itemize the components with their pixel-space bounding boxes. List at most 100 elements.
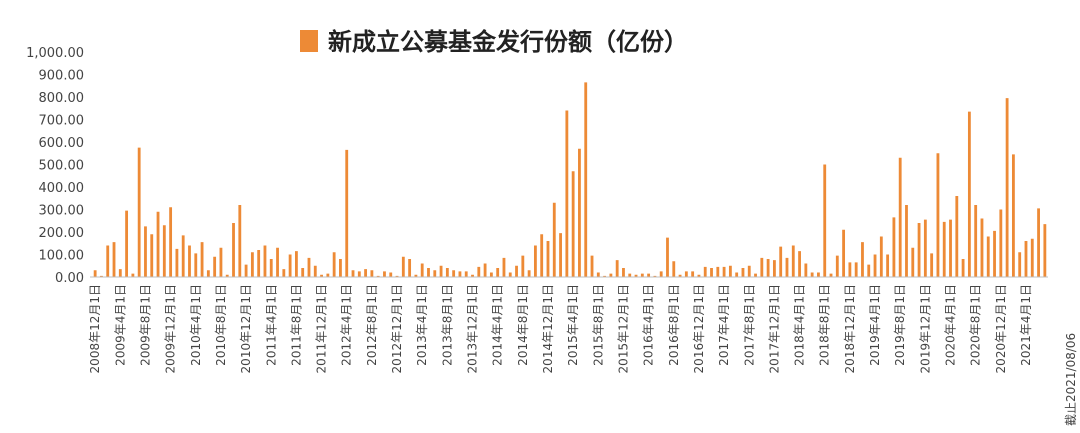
bar <box>131 273 135 278</box>
bar <box>798 251 801 278</box>
bar <box>326 273 330 278</box>
x-tick-label: 2008年12月1日 <box>88 284 102 373</box>
bar <box>898 157 902 277</box>
bar <box>282 269 286 278</box>
bar <box>854 262 858 278</box>
bar <box>867 264 871 278</box>
bar <box>930 253 934 278</box>
bar <box>307 257 311 278</box>
bars <box>93 82 1047 278</box>
y-tick-label: 500.00 <box>39 159 85 174</box>
bar <box>892 217 896 278</box>
legend-swatch <box>300 30 318 52</box>
bar <box>634 274 638 277</box>
bar <box>345 149 349 278</box>
bar <box>697 274 701 277</box>
bar <box>175 248 179 278</box>
bar <box>1024 241 1028 277</box>
bar <box>622 268 625 277</box>
x-tick-label: 2018年8月1日 <box>818 284 832 366</box>
bar <box>823 164 827 277</box>
x-tick-label: 2017年8月1日 <box>742 284 756 366</box>
bar <box>370 270 374 277</box>
bar <box>420 263 424 277</box>
x-tick-label: 2013年8月1日 <box>440 284 454 366</box>
x-tick-label: 2018年4月1日 <box>793 284 807 366</box>
x-tick-label: 2012年12月1日 <box>390 284 404 373</box>
bar <box>521 255 525 278</box>
bar <box>464 271 468 278</box>
bar <box>477 266 481 278</box>
bar <box>471 274 474 277</box>
x-tick-label: 2019年12月1日 <box>918 284 932 373</box>
bar <box>194 253 198 278</box>
bar <box>1005 98 1009 278</box>
bar <box>162 225 166 277</box>
y-tick-label: 900.00 <box>39 69 85 84</box>
bar <box>949 219 952 278</box>
bar <box>728 265 732 277</box>
bar <box>206 270 210 277</box>
bar <box>1018 252 1022 277</box>
bar <box>238 205 242 277</box>
x-tick-label: 2011年8月1日 <box>289 284 303 366</box>
bar <box>647 273 651 278</box>
bar <box>835 255 839 278</box>
bar <box>779 246 783 278</box>
bar <box>810 272 814 277</box>
bar <box>678 274 682 277</box>
bar <box>144 226 147 278</box>
bar <box>515 265 518 277</box>
bar <box>200 242 204 278</box>
bar <box>848 262 852 278</box>
bar <box>905 205 908 277</box>
bar <box>313 265 317 277</box>
bar <box>578 148 581 277</box>
bar <box>527 270 531 277</box>
bar <box>842 229 846 277</box>
bar <box>741 268 745 277</box>
bar <box>804 263 808 277</box>
bar <box>452 270 456 277</box>
chart-title: 新成立公募基金发行份额（亿份） <box>328 28 688 56</box>
bar <box>615 260 619 278</box>
bar <box>766 259 770 277</box>
bar <box>445 268 449 277</box>
bar <box>993 230 996 278</box>
bar <box>747 265 751 277</box>
y-tick-label: 100.00 <box>39 249 85 264</box>
bar <box>936 153 940 277</box>
bar <box>225 274 229 277</box>
bar <box>376 275 380 278</box>
bar <box>244 264 248 278</box>
y-tick-label: 600.00 <box>39 136 85 151</box>
x-tick-label: 2015年8月1日 <box>591 284 605 366</box>
bar <box>383 271 386 278</box>
bar <box>288 254 292 277</box>
bar <box>703 266 707 278</box>
bar <box>427 268 430 277</box>
bar <box>974 205 978 277</box>
bar <box>276 247 279 277</box>
x-tick-label: 2011年12月1日 <box>315 284 329 373</box>
bar <box>1011 154 1015 278</box>
bar <box>439 265 443 277</box>
bar <box>181 235 185 278</box>
end-note: 截止2021/08/06 <box>1064 333 1078 426</box>
x-tick-label: 2014年4月1日 <box>491 284 505 366</box>
bar <box>1030 238 1034 277</box>
bar <box>584 82 588 278</box>
bar <box>886 254 890 277</box>
bar <box>817 272 820 277</box>
bar <box>1043 224 1047 278</box>
bar <box>489 272 493 277</box>
bar <box>414 274 418 277</box>
y-tick-label: 700.00 <box>39 114 85 129</box>
x-tick-label: 2013年4月1日 <box>415 284 429 366</box>
x-tick-label: 2012年4月1日 <box>340 284 354 366</box>
bar <box>546 241 550 277</box>
bar <box>672 261 676 277</box>
bar <box>659 271 663 278</box>
bar <box>590 255 594 278</box>
bar <box>540 234 544 277</box>
